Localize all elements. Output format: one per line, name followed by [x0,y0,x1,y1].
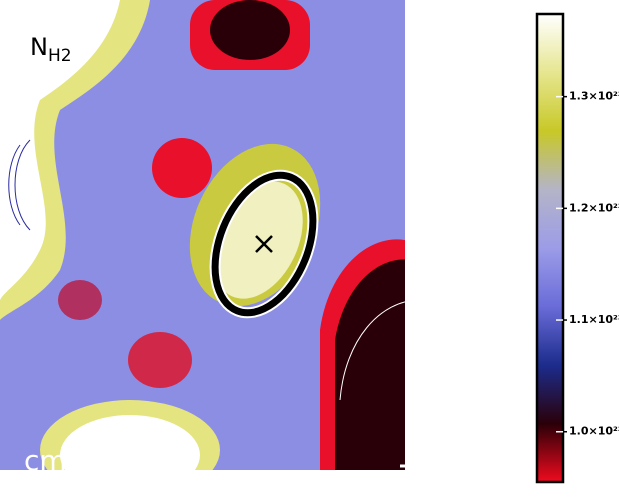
colorbar-tick-label: 1.3×10²² [569,90,619,103]
map-label-sub: H2 [48,46,72,66]
colorbar [535,12,565,484]
unit-label-sup: −2 [67,439,94,460]
map-label-main: N [30,33,48,61]
scale-bar-label: 30" [440,440,479,471]
unit-label: cm−2 [24,439,93,477]
unit-label-main: cm [24,444,67,477]
map [0,0,405,470]
colorbar-tick-label: 1.0×10²² [569,425,619,438]
colorbar-tick-label: 1.2×10²² [569,201,619,214]
colorbar-tick-label: 1.1×10²² [569,313,619,326]
map-label: NH2 [30,33,72,66]
